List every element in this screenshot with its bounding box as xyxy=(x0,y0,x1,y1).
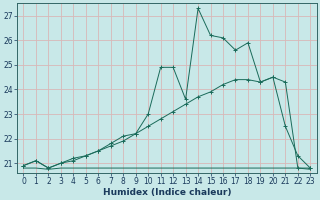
X-axis label: Humidex (Indice chaleur): Humidex (Indice chaleur) xyxy=(103,188,231,197)
